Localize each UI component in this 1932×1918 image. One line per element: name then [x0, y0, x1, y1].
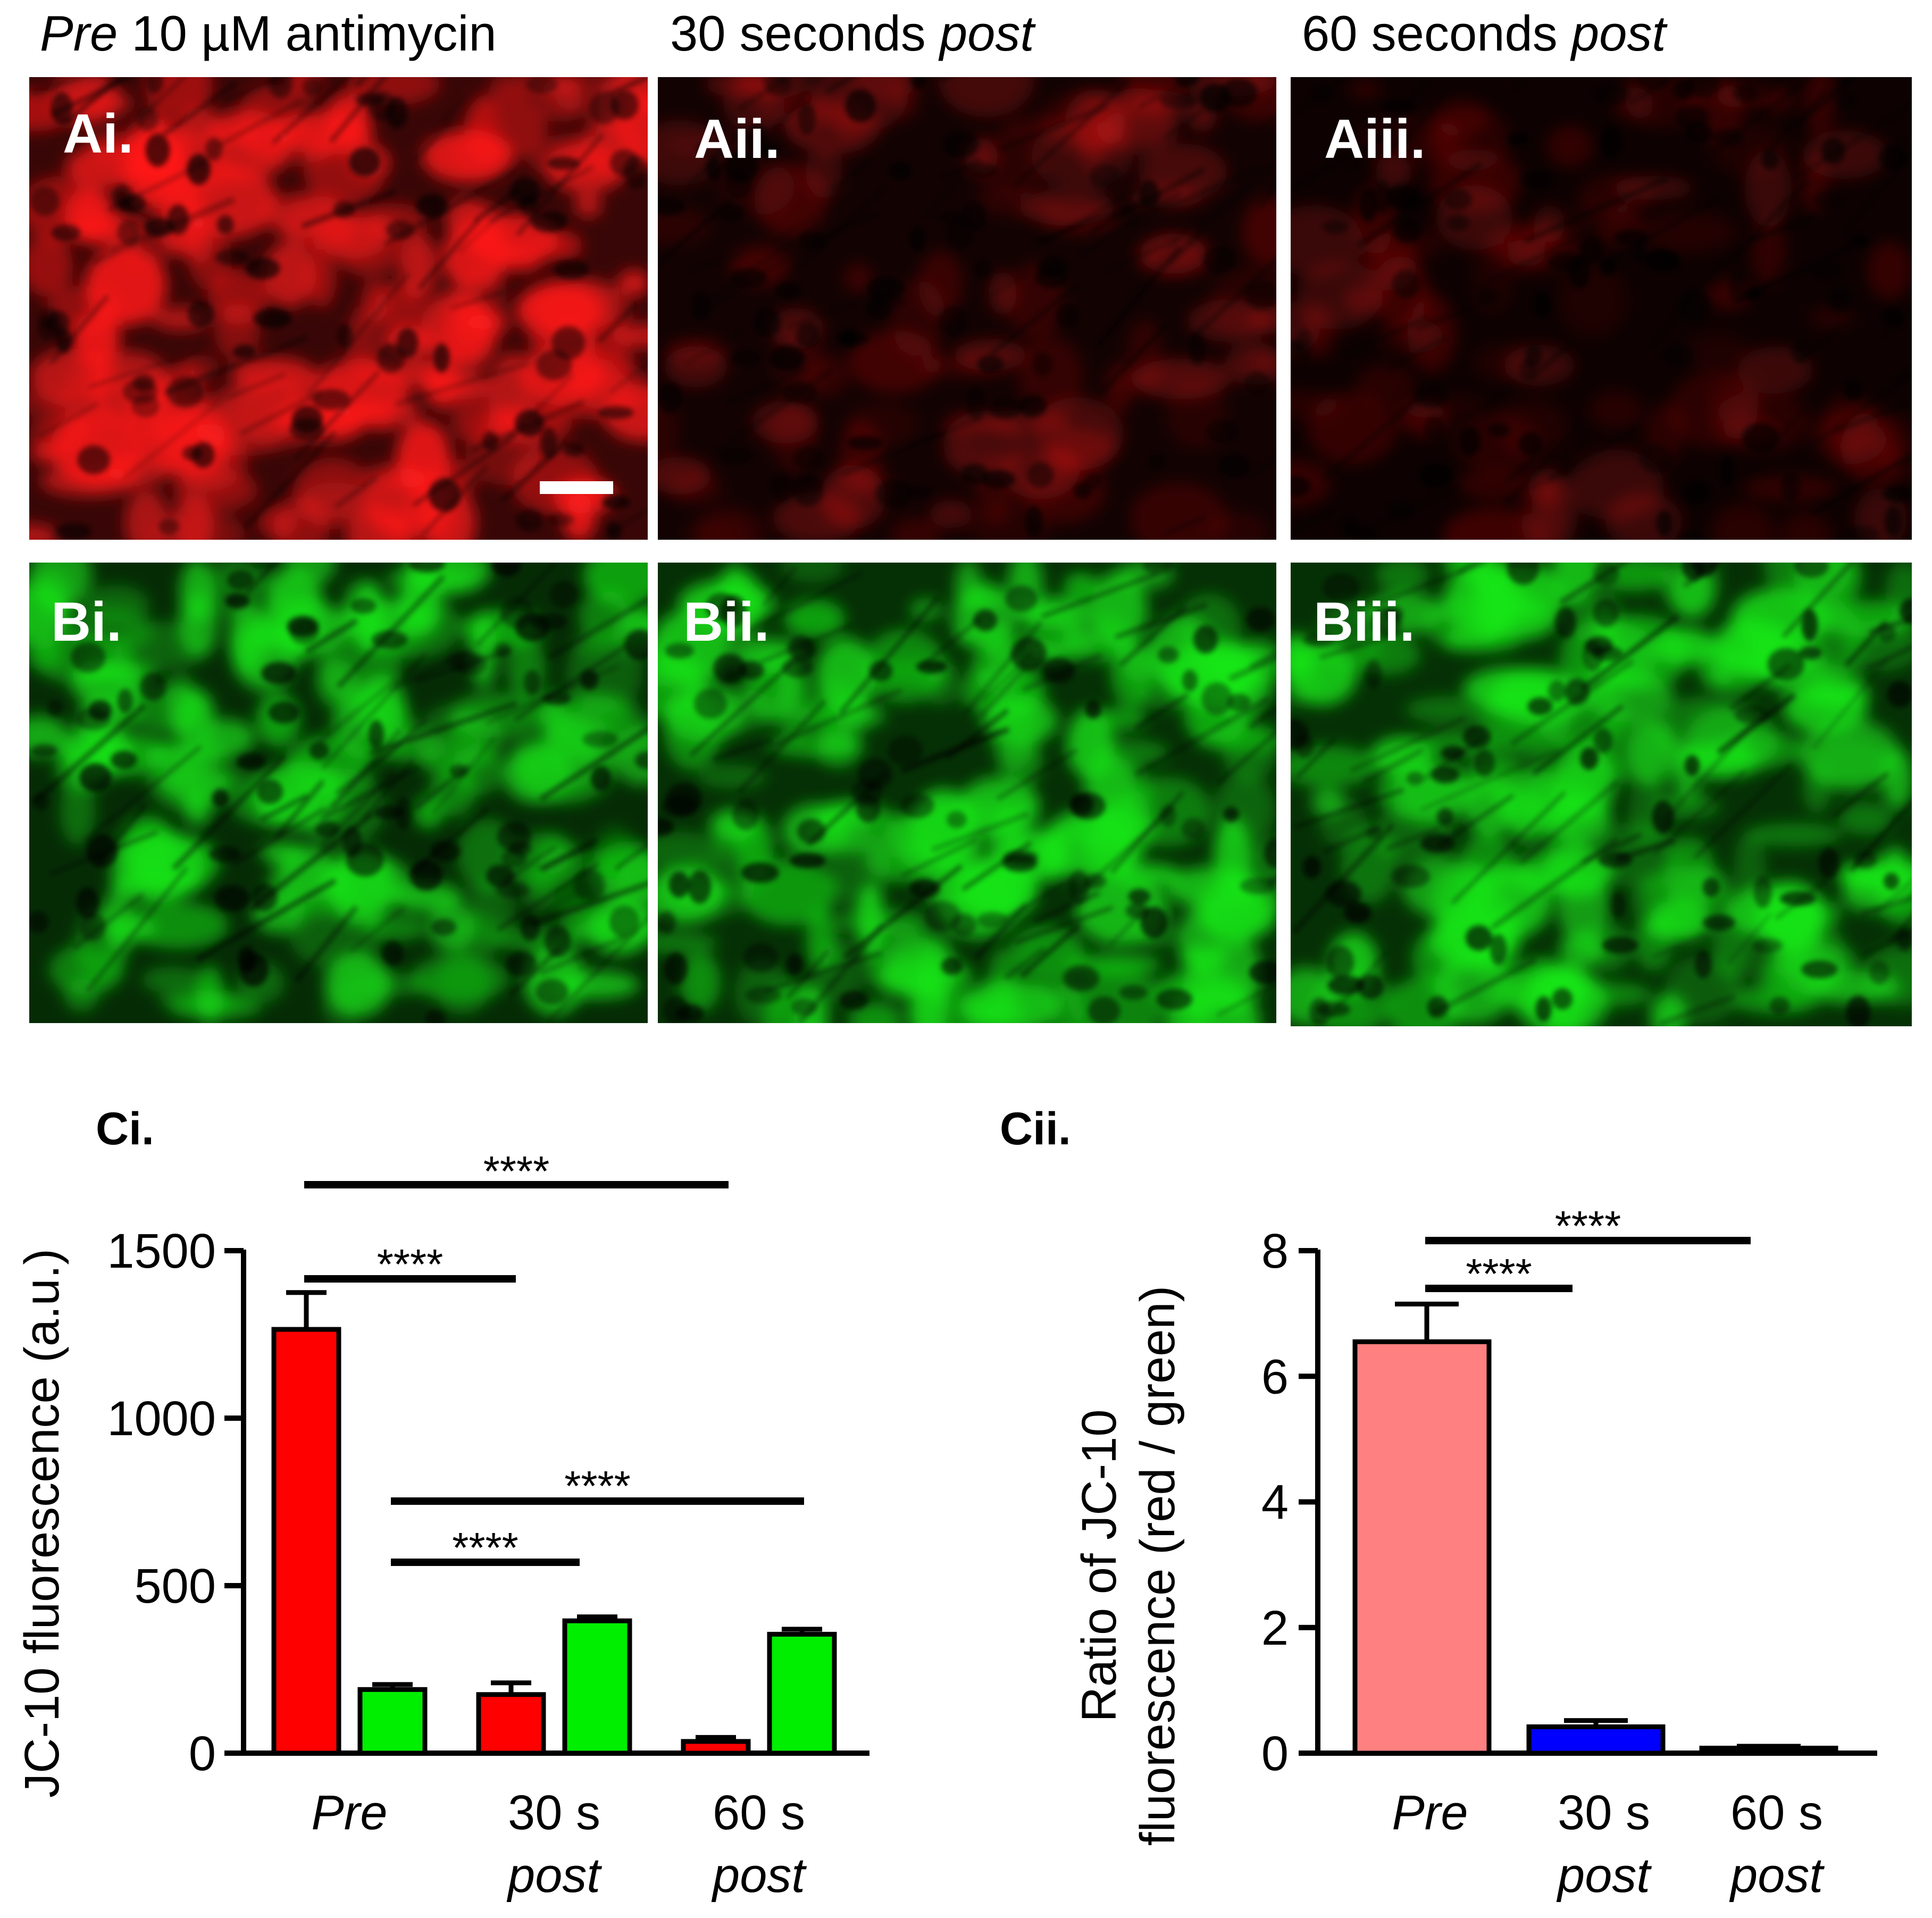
panel-ai	[29, 77, 648, 540]
ci-x-tick-label-line2: post	[711, 1848, 807, 1903]
panel-bii-image	[658, 563, 1276, 1023]
ci-y-tick-label: 1000	[107, 1392, 216, 1446]
ci-significance-label: ****	[452, 1524, 518, 1571]
cii-y-tick-label: 4	[1261, 1476, 1289, 1530]
cii-significance-label: ****	[1555, 1202, 1621, 1250]
column-title-30s-text: 30 seconds	[670, 5, 940, 61]
ci-bar	[476, 1692, 546, 1756]
panel-biii-image	[1291, 563, 1912, 1026]
column-title-pre: Pre 10 µM antimycin	[40, 4, 497, 63]
cii-x-tick-label: Pre	[1392, 1786, 1468, 1840]
cii-x-tick-label: 30 s	[1558, 1786, 1650, 1840]
cii-bar	[1526, 1724, 1666, 1756]
panel-bi-image	[29, 563, 648, 1023]
ci-significance-label: ****	[483, 1148, 550, 1195]
cii-y-axis-label-line1: Ratio of JC-10	[1072, 1409, 1126, 1722]
ci-bar	[562, 1618, 632, 1756]
ci-significance-label: ****	[377, 1241, 444, 1288]
column-title-60s: 60 seconds post	[1302, 4, 1666, 63]
cii-y-tick-label: 6	[1261, 1350, 1289, 1404]
panel-label-biii: Biii.	[1314, 591, 1415, 653]
scale-bar	[540, 481, 613, 494]
ci-y-axis-label: JC-10 fluorescence (a.u.)	[15, 1249, 69, 1798]
column-title-60s-text: 60 seconds	[1302, 5, 1571, 61]
ci-y-tick-label: 1500	[107, 1224, 216, 1278]
column-title-30s: 30 seconds post	[670, 4, 1034, 63]
column-title-pre-text: 10 µM antimycin	[118, 5, 497, 61]
ci-x-tick-label-line2: post	[506, 1848, 602, 1903]
ci-y-tick-label: 500	[135, 1559, 216, 1613]
panel-biii	[1291, 563, 1912, 1026]
cii-x-tick-label-line2: post	[1556, 1848, 1652, 1903]
cii-y-tick-label: 8	[1261, 1224, 1289, 1278]
cii-x-tick-label-line2: post	[1729, 1848, 1825, 1903]
cii-x-tick-label: 60 s	[1730, 1786, 1823, 1840]
ci-bar	[767, 1631, 837, 1756]
panel-aiii	[1291, 77, 1912, 540]
ci-x-tick-label: 30 s	[508, 1786, 600, 1840]
ci-bar	[681, 1739, 751, 1756]
cii-y-tick-label: 2	[1261, 1601, 1289, 1655]
ci-x-tick-label: 60 s	[713, 1786, 805, 1840]
cii-y-tick-label: 0	[1261, 1727, 1289, 1781]
chart-label-ci: Ci.	[96, 1103, 154, 1154]
panel-label-ai: Ai.	[63, 103, 133, 165]
panel-label-bi: Bi.	[51, 591, 122, 653]
panel-label-aiii: Aiii.	[1324, 108, 1426, 170]
panel-bii	[658, 563, 1276, 1023]
ci-x-tick-label: Pre	[311, 1786, 387, 1840]
ci-bar	[271, 1327, 341, 1756]
panel-aii-image	[658, 77, 1276, 540]
panel-label-aii: Aii.	[694, 108, 780, 170]
panel-aiii-image	[1291, 77, 1912, 540]
panel-ai-image	[29, 77, 648, 540]
cii-bar	[1352, 1339, 1492, 1756]
ci-significance-label: ****	[564, 1462, 631, 1510]
panel-bi	[29, 563, 648, 1023]
column-title-30s-italic: post	[939, 5, 1034, 61]
cii-significance-label: ****	[1466, 1250, 1532, 1297]
chart-label-cii: Cii.	[1000, 1103, 1071, 1154]
ci-bar	[357, 1687, 428, 1756]
ci-y-tick-label: 0	[189, 1727, 216, 1781]
panel-aii	[658, 77, 1276, 540]
column-title-60s-italic: post	[1571, 5, 1666, 61]
panel-label-bii: Bii.	[683, 591, 770, 653]
cii-y-axis-label-line2: fluorescence (red / green)	[1131, 1286, 1185, 1846]
column-title-pre-italic: Pre	[40, 5, 118, 61]
cii-bar	[1699, 1746, 1838, 1756]
